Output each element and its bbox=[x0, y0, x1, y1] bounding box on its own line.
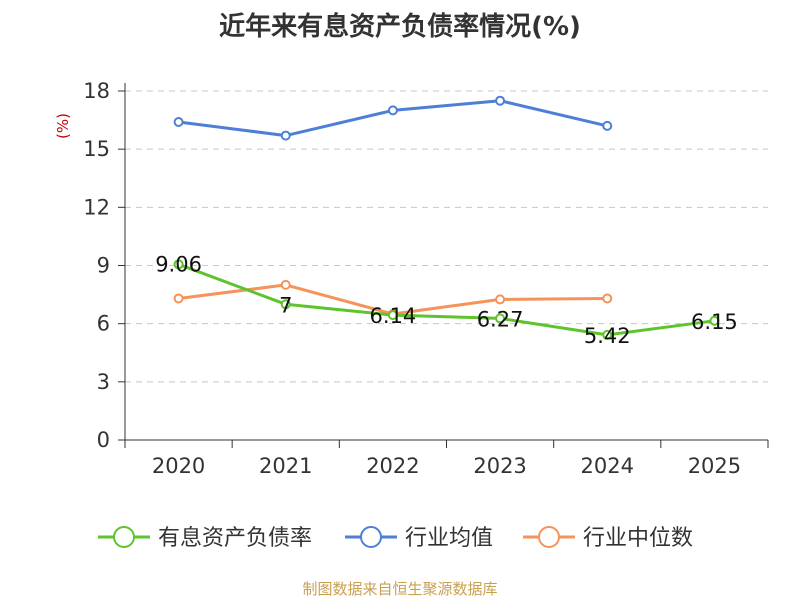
series-1-point-2021 bbox=[280, 130, 291, 141]
legend-label-0: 有息资产负债率 bbox=[158, 526, 312, 551]
y-tick-label-0: 0 bbox=[97, 428, 110, 452]
y-tick-label-12: 12 bbox=[83, 195, 110, 219]
axes: 0 3 6 9 12 15 18 2020 2021 2022 2023 2024 2025 bbox=[83, 79, 769, 478]
x-tick-label-2025: 2025 bbox=[688, 454, 741, 478]
series-0-point-2020 bbox=[173, 259, 184, 270]
series-2-point-2023 bbox=[495, 294, 506, 305]
series-line-0 bbox=[178, 262, 715, 337]
chart-title: 近年来有息资产负债率情况(%) bbox=[219, 12, 581, 42]
y-tick-label-18: 18 bbox=[83, 79, 110, 103]
x-tick-label-2022: 2022 bbox=[366, 454, 419, 478]
y-axis-unit-label: (%) bbox=[54, 113, 72, 139]
legend-label-1: 行业均值 bbox=[405, 526, 493, 551]
legend-marker-1 bbox=[360, 526, 382, 548]
data-labels: 9.06 7 6.14 6.27 5.42 6.15 bbox=[155, 252, 738, 348]
series-1-point-2020 bbox=[173, 117, 184, 128]
series-0-point-2025 bbox=[709, 315, 720, 326]
legend-marker-2 bbox=[538, 526, 560, 548]
series-1-point-2023 bbox=[495, 95, 506, 106]
x-tick-label-2020: 2020 bbox=[152, 454, 205, 478]
series-0-point-2022 bbox=[387, 310, 398, 321]
y-tick-label-15: 15 bbox=[83, 137, 110, 161]
data-label-2022: 6.14 bbox=[370, 304, 417, 328]
data-label-2024: 5.42 bbox=[584, 324, 631, 348]
data-label-2020: 9.06 bbox=[155, 252, 202, 276]
source-footer: 制图数据来自恒生聚源数据库 bbox=[302, 580, 498, 598]
y-tick-label-9: 9 bbox=[97, 254, 110, 278]
series-0-point-2023 bbox=[495, 313, 506, 324]
y-tick-label-3: 3 bbox=[97, 370, 110, 394]
series-0-point-2024 bbox=[602, 329, 613, 340]
data-label-2021: 7 bbox=[279, 293, 292, 317]
series-group bbox=[173, 95, 720, 340]
series-2-point-2024 bbox=[602, 293, 613, 304]
series-1-point-2022 bbox=[387, 105, 398, 116]
x-tick-label-2023: 2023 bbox=[473, 454, 526, 478]
legend: 有息资产负债率 行业均值 行业中位数 bbox=[98, 526, 693, 551]
legend-marker-0 bbox=[113, 526, 135, 548]
series-2-point-2021 bbox=[280, 279, 291, 290]
legend-label-2: 行业中位数 bbox=[583, 526, 693, 551]
y-tick-label-6: 6 bbox=[97, 312, 110, 336]
data-label-2023: 6.27 bbox=[477, 307, 524, 331]
series-1-point-2024 bbox=[602, 120, 613, 131]
x-tick-label-2024: 2024 bbox=[581, 454, 634, 478]
series-2-point-2020 bbox=[173, 293, 184, 304]
grid-lines bbox=[125, 90, 768, 383]
data-label-2025: 6.15 bbox=[691, 310, 738, 334]
series-0-point-2021 bbox=[280, 299, 291, 310]
x-tick-label-2021: 2021 bbox=[259, 454, 312, 478]
